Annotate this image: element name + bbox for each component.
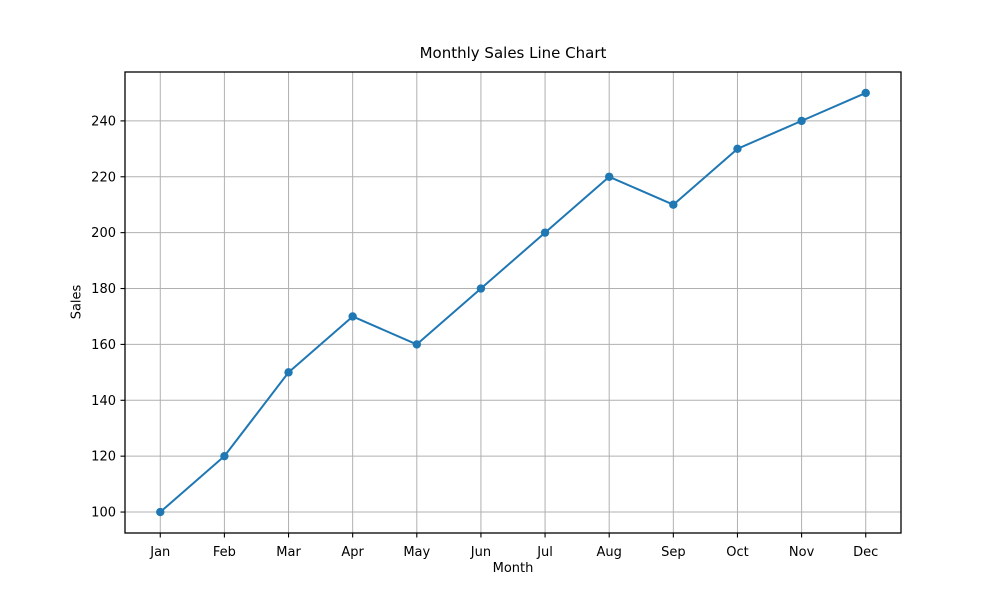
plot-border — [124, 71, 902, 534]
x-tick-label: Dec — [853, 545, 878, 560]
x-axis-label: Month — [492, 561, 534, 576]
x-tick-label: Oct — [726, 545, 748, 560]
sales-line-series — [159, 91, 867, 514]
x-tick-label: Apr — [341, 545, 364, 560]
x-tick-label: Aug — [597, 545, 622, 560]
y-tick-label: 100 — [91, 506, 116, 521]
y-tick-label: 120 — [91, 450, 116, 465]
chart-title: Monthly Sales Line Chart — [419, 44, 607, 62]
x-tick-label: Mar — [276, 545, 301, 560]
data-point-marker — [220, 451, 229, 461]
x-tick-label: Jul — [536, 545, 553, 560]
data-point-marker — [797, 116, 806, 126]
x-tick-label: Jun — [470, 545, 491, 560]
data-point-marker — [540, 228, 550, 237]
x-tick-label: May — [403, 545, 430, 560]
y-tick-label: 180 — [91, 282, 116, 297]
data-point-marker — [861, 88, 870, 98]
data-point-marker — [669, 200, 678, 209]
x-tick-label: Feb — [213, 545, 236, 560]
data-point-marker — [412, 340, 422, 349]
y-tick-label: 200 — [91, 226, 116, 241]
data-point-marker — [476, 284, 486, 293]
y-tick-label: 240 — [91, 114, 116, 129]
x-tick-label: Sep — [661, 545, 686, 560]
data-point-marker — [348, 312, 357, 321]
y-tick-label: 160 — [91, 338, 116, 353]
data-point-marker — [284, 368, 293, 377]
x-tick-label: Jan — [149, 545, 170, 560]
y-tick-label: 220 — [91, 170, 116, 185]
data-point-marker — [156, 507, 165, 517]
y-axis-label: Sales — [69, 284, 85, 320]
y-tick-label: 140 — [91, 394, 116, 409]
x-tick-label: Nov — [789, 545, 815, 560]
data-point-marker — [733, 144, 742, 154]
data-point-marker — [604, 172, 614, 181]
